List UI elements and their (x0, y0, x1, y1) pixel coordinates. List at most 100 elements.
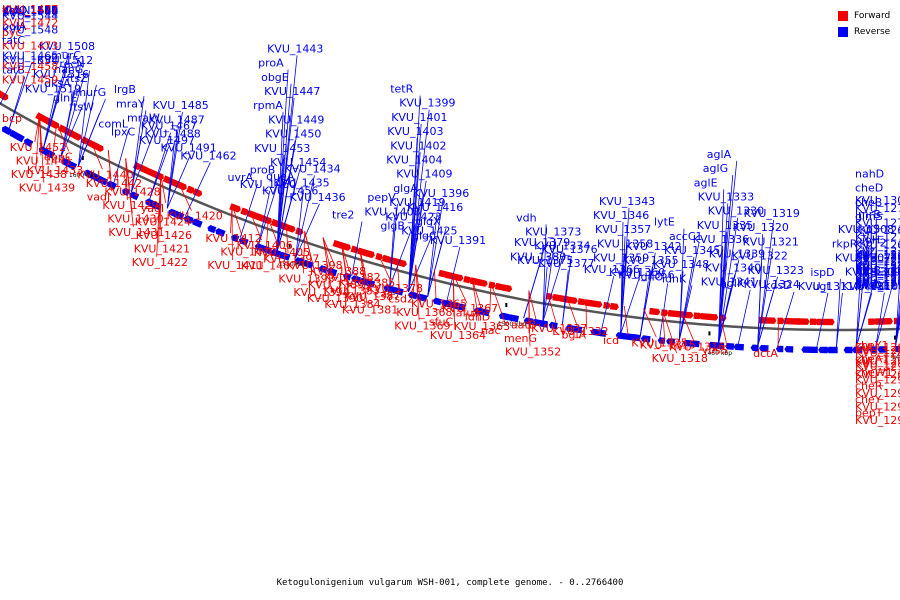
forward-gene-arrow (609, 302, 619, 311)
gene-leader-line (276, 112, 284, 252)
reverse-gene-arrow (708, 341, 720, 349)
gene-leader-line (178, 182, 192, 211)
reverse-gene-arrow (441, 299, 452, 308)
forward-gene-arrow (283, 223, 296, 233)
gene-leader-line (125, 158, 128, 200)
reverse-gene-label: KVU_1465 (2, 49, 58, 62)
forward-gene-arrow (809, 318, 819, 325)
legend-forward-label: Forward (854, 11, 891, 21)
reverse-gene-arrow (733, 343, 744, 351)
reverse-gene-label: KVU_1485 (153, 99, 209, 112)
forward-gene-label: KVU_1289 (855, 346, 900, 359)
reverse-gene-label: KVU_1308 (838, 223, 894, 236)
forward-gene-arrow (381, 254, 391, 263)
reverse-gene-label: KVU_1248 (855, 255, 900, 268)
reverse-gene-label: nahG (54, 63, 83, 76)
reverse-gene-arrow (759, 345, 769, 352)
gene-leader-line (249, 211, 262, 241)
forward-gene-label: cheY (855, 393, 882, 406)
forward-gene-arrow (270, 218, 280, 228)
reverse-gene-label: KVU_1320 (733, 221, 789, 234)
gene-leader-line (43, 95, 56, 149)
reverse-gene-label: KVU_1324 (744, 278, 800, 291)
gene-leader-line (894, 312, 900, 348)
reverse-gene-arrow (231, 234, 240, 243)
gene-leader-line (643, 308, 657, 338)
reverse-gene-label: KVU_1461 (2, 6, 58, 19)
reverse-gene-label: mraY (116, 97, 145, 110)
reverse-gene-arrow (750, 344, 759, 352)
reverse-gene-label: KVU_1490 (2, 4, 58, 17)
gene-leader-line (718, 189, 725, 344)
reverse-gene-label: glgX (416, 215, 441, 228)
forward-gene-arrow (707, 313, 719, 321)
gene-leader-line (620, 207, 630, 334)
reverse-gene-arrow (391, 286, 404, 296)
reverse-gene-label: KVU_1487 (149, 113, 205, 126)
diagram-caption: Ketogulonigenium vulgarum WSH-001, compl… (276, 578, 624, 588)
forward-gene-label: cheW1 (855, 366, 893, 379)
gene-leader-line (777, 291, 795, 347)
reverse-gene-label: KVU_1297 (855, 277, 900, 290)
gene-leader-line (600, 276, 615, 332)
reverse-gene-label: KVU_1330 (708, 205, 764, 218)
gene-leader-line (148, 132, 172, 201)
reverse-gene-label: KVU_1322 (732, 250, 788, 263)
gene-leader-line (166, 154, 191, 209)
reverse-gene-label: KVU_1374 (534, 240, 590, 253)
forward-gene-label: csd2 (388, 293, 414, 306)
reverse-gene-label: recN (59, 58, 84, 71)
reverse-gene-label: KVU_1355 (622, 254, 678, 267)
gene-leader-line (528, 290, 531, 347)
forward-gene-label: KVU_1438 (11, 168, 67, 181)
gene-leader-line (258, 190, 271, 245)
reverse-gene-label: yiiZ (855, 246, 876, 259)
forward-gene-label: KVU_1367 (442, 302, 498, 315)
reverse-gene-label: KVU_1287 (855, 263, 900, 276)
reverse-gene-label: pepV (367, 191, 396, 204)
reverse-gene-arrow (106, 180, 117, 190)
gene-leader-line (35, 114, 41, 170)
reverse-gene-label: KVU_1301 (855, 194, 900, 207)
reverse-gene-arrow (326, 267, 338, 277)
reverse-gene-label: KVU_1419 (389, 196, 445, 209)
reverse-gene-label: KVU_1402 (390, 139, 446, 152)
gene-leader-line (718, 160, 738, 344)
forward-gene-label: KVU_1267 (855, 355, 900, 368)
reverse-gene-label: rkpR (832, 237, 858, 250)
reverse-gene-label: KVU_1535 (2, 4, 58, 17)
reverse-gene-label: prpD (855, 278, 882, 291)
gene-leader-line (835, 292, 843, 349)
reverse-gene-label: KVU_1286 (855, 276, 900, 289)
gene-leader-line (415, 264, 422, 308)
reverse-gene-label: lrgB (114, 83, 136, 96)
reverse-gene-arrow (278, 251, 291, 261)
reverse-gene-arrow (540, 320, 549, 328)
reverse-gene-arrow (843, 346, 853, 354)
forward-gene-arrow (395, 258, 407, 268)
gene-leader-line (855, 250, 863, 348)
forward-gene-label: nac (481, 324, 501, 337)
reverse-gene-label: KVU_1576 (2, 4, 58, 17)
gene-leader-line (737, 289, 751, 346)
gene-leader-line (412, 264, 417, 294)
reverse-gene-label: KVU_1563 (2, 4, 58, 17)
reverse-gene-arrow (826, 346, 838, 354)
reverse-gene-label: KVU_1310 (842, 280, 898, 293)
forward-gene-label: KVU_1441 (16, 155, 72, 168)
reverse-gene-label: KVU_1567 (2, 4, 58, 17)
gene-leader-line (160, 174, 167, 203)
reverse-gene-label: prpB (855, 264, 881, 277)
forward-gene-label: KVU_1426 (136, 229, 192, 242)
reverse-gene-arrow (99, 177, 109, 186)
reverse-gene-label: KVU_1345 (664, 244, 720, 257)
gene-leader-line (623, 305, 629, 335)
forward-gene-label: sfuC (429, 316, 454, 329)
reverse-gene-label: KVU_1333 (698, 191, 754, 204)
forward-gene-label: KVU_1368 (396, 306, 452, 319)
forward-gene-arrow (80, 136, 89, 145)
reverse-gene-label: KVU_1512 (37, 54, 93, 67)
reverse-gene-arrow (725, 343, 735, 350)
forward-gene-label: KVU_1292 (855, 387, 900, 400)
reverse-gene-label: KVU_1469 (2, 4, 58, 17)
